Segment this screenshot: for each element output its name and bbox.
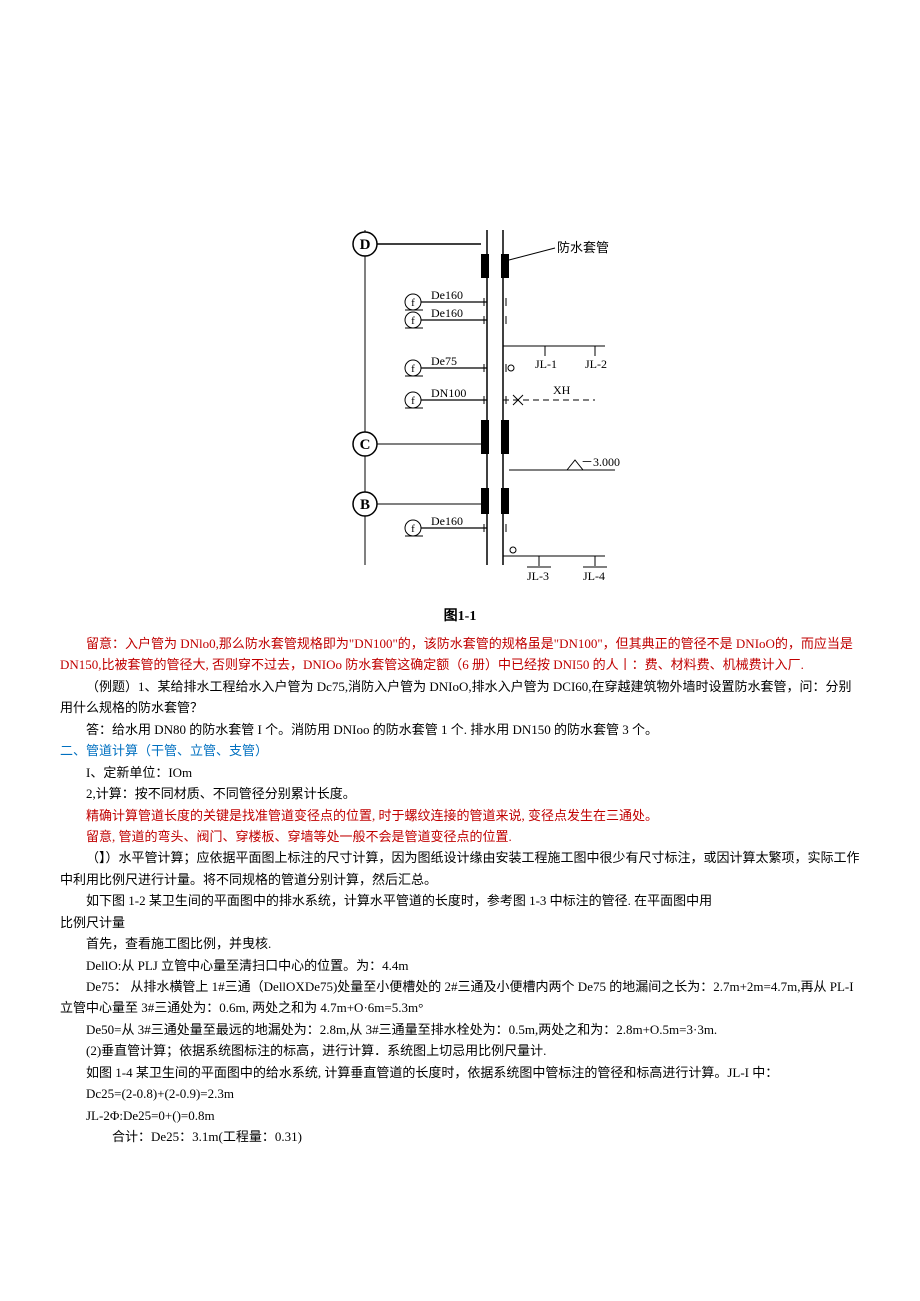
svg-text:De160: De160 xyxy=(431,288,463,302)
svg-text:JL-3: JL-3 xyxy=(527,569,549,583)
note-red-2: 留意, 管道的弯头、阀门、穿楼板、穿墙等处一般不会是管道变径点的位置. xyxy=(60,826,860,847)
item-1: I、定新单位：IOm xyxy=(60,762,860,783)
total-calc: 合计：De25：3.1m(工程量：0.31) xyxy=(60,1126,860,1147)
svg-text:f: f xyxy=(411,315,415,327)
svg-text:防水套管: 防水套管 xyxy=(557,240,609,255)
dc25-calc: Dc25=(2-0.8)+(2-0.9)=2.3m xyxy=(60,1083,860,1104)
svg-text:De160: De160 xyxy=(431,514,463,528)
check-scale: 首先，查看施工图比例，并曳核. xyxy=(60,933,860,954)
figure-caption: 图1-1 xyxy=(60,605,860,625)
fig-1-2-intro: 如下图 1-2 某卫生间的平面图中的排水系统，计算水平管道的长度时，参考图 1-… xyxy=(60,890,860,911)
de75-calc: De75： 从排水横管上 1#三通（DellOXDe75)处量至小便槽处的 2#… xyxy=(60,976,860,1019)
svg-text:JL-4: JL-4 xyxy=(583,569,605,583)
svg-text:f: f xyxy=(411,395,415,407)
svg-text:DN100: DN100 xyxy=(431,386,466,400)
svg-text:De75: De75 xyxy=(431,354,457,368)
svg-text:B: B xyxy=(360,497,370,513)
svg-text:De160: De160 xyxy=(431,306,463,320)
scale-measure: 比例尺计量 xyxy=(60,912,860,933)
example-answer: 答：给水用 DN80 的防水套管 I 个。消防用 DNIoo 的防水套管 1 个… xyxy=(60,719,860,740)
key-point-red: 精确计算管道长度的关键是找准管道变径点的位置, 时于螺纹连接的管道来说, 变径点… xyxy=(60,805,860,826)
jl2-calc: JL-2Φ:De25=0+()=0.8m xyxy=(60,1105,860,1126)
document-page: 防水套管 D C Bf De160 f De160 f De75 JL-1 JL-2 f DN100 XH… xyxy=(0,0,920,1208)
vert-pipe-calc: (2)垂直管计算；依据系统图标注的标高，进行计算．系统图上切忌用比例尺量计. xyxy=(60,1040,860,1061)
svg-text:f: f xyxy=(411,297,415,309)
svg-text:f: f xyxy=(411,523,415,535)
pipe-diagram-svg: 防水套管 D C Bf De160 f De160 f De75 JL-1 JL-2 f DN100 XH… xyxy=(295,220,625,590)
svg-text:C: C xyxy=(360,437,371,453)
svg-text:D: D xyxy=(360,237,371,253)
item-2: 2,计算：按不同材质、不同管径分别累计长度。 xyxy=(60,783,860,804)
horiz-pipe-calc: （】）水平管计算；应依据平面图上标注的尺寸计算，因为图纸设计缘由安装工程施工图中… xyxy=(60,847,860,890)
figure-1-1: 防水套管 D C Bf De160 f De160 f De75 JL-1 JL-2 f DN100 XH… xyxy=(60,220,860,595)
svg-text:f: f xyxy=(411,363,415,375)
de50-calc: De50=从 3#三通处量至最远的地漏处为：2.8m,从 3#三通量至排水栓处为… xyxy=(60,1019,860,1040)
de110-calc: DellO:从 PLJ 立管中心量至清扫口中心的位置。为：4.4m xyxy=(60,955,860,976)
section-2-title: 二、管道计算（干管、立管、支管） xyxy=(60,740,860,761)
svg-text:JL-1: JL-1 xyxy=(535,357,557,371)
svg-text:JL-2: JL-2 xyxy=(585,357,607,371)
svg-text:－3.000: －3.000 xyxy=(581,455,620,469)
note-red-1: 留意：入户管为 DNlo0,那么防水套管规格即为"DN100"的，该防水套管的规… xyxy=(60,633,860,676)
example-question: （例题）1、某给排水工程给水入户管为 Dc75,消防入户管为 DNIoO,排水入… xyxy=(60,676,860,719)
svg-text:XH: XH xyxy=(553,383,571,397)
fig-1-4-intro: 如图 1-4 某卫生间的平面图中的给水系统, 计算垂直管道的长度时，依据系统图中… xyxy=(60,1062,860,1083)
